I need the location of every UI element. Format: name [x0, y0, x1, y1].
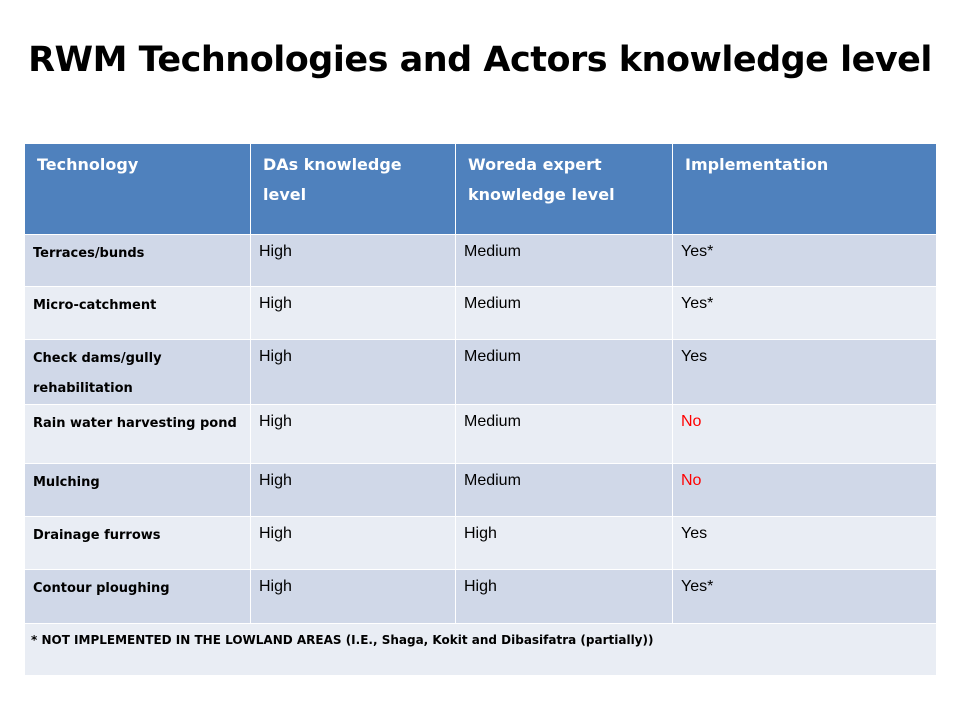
table-footnote: * NOT IMPLEMENTED IN THE LOWLAND AREAS (…: [24, 623, 937, 676]
header-implementation: Implementation: [672, 143, 937, 235]
cell-woreda: High: [455, 516, 673, 570]
table-row: Rain water harvesting pond High Medium N…: [24, 404, 937, 464]
technology-table: Technology DAs knowledge level Woreda ex…: [24, 143, 937, 676]
cell-das: High: [250, 516, 456, 570]
cell-das: High: [250, 339, 456, 405]
cell-woreda: Medium: [455, 463, 673, 517]
cell-implementation: No: [672, 404, 937, 464]
cell-technology: Micro-catchment: [24, 286, 251, 340]
cell-implementation: Yes: [672, 339, 937, 405]
table-row: Drainage furrows High High Yes: [24, 516, 937, 570]
slide-title: RWM Technologies and Actors knowledge le…: [28, 40, 932, 80]
cell-technology: Mulching: [24, 463, 251, 517]
cell-technology: Rain water harvesting pond: [24, 404, 251, 464]
cell-woreda: Medium: [455, 286, 673, 340]
cell-technology: Contour ploughing: [24, 569, 251, 624]
cell-technology: Terraces/bunds: [24, 234, 251, 287]
cell-implementation: Yes*: [672, 569, 937, 624]
cell-technology: Check dams/gully rehabilitation: [24, 339, 251, 405]
cell-implementation: No: [672, 463, 937, 517]
cell-das: High: [250, 404, 456, 464]
cell-woreda: High: [455, 569, 673, 624]
header-woreda-knowledge: Woreda expert knowledge level: [455, 143, 673, 235]
cell-implementation: Yes: [672, 516, 937, 570]
table-row: Micro-catchment High Medium Yes*: [24, 286, 937, 340]
cell-woreda: Medium: [455, 234, 673, 287]
cell-das: High: [250, 569, 456, 624]
cell-woreda: Medium: [455, 404, 673, 464]
cell-technology: Drainage furrows: [24, 516, 251, 570]
cell-das: High: [250, 234, 456, 287]
header-das-knowledge: DAs knowledge level: [250, 143, 456, 235]
cell-implementation: Yes*: [672, 286, 937, 340]
table-row: Terraces/bunds High Medium Yes*: [24, 234, 937, 287]
table-header-row: Technology DAs knowledge level Woreda ex…: [24, 143, 937, 235]
cell-implementation: Yes*: [672, 234, 937, 287]
cell-das: High: [250, 286, 456, 340]
header-technology: Technology: [24, 143, 251, 235]
table-row: Check dams/gully rehabilitation High Med…: [24, 339, 937, 405]
table-row: Mulching High Medium No: [24, 463, 937, 517]
cell-das: High: [250, 463, 456, 517]
cell-woreda: Medium: [455, 339, 673, 405]
table-row: Contour ploughing High High Yes*: [24, 569, 937, 624]
table-footnote-row: * NOT IMPLEMENTED IN THE LOWLAND AREAS (…: [24, 623, 937, 676]
